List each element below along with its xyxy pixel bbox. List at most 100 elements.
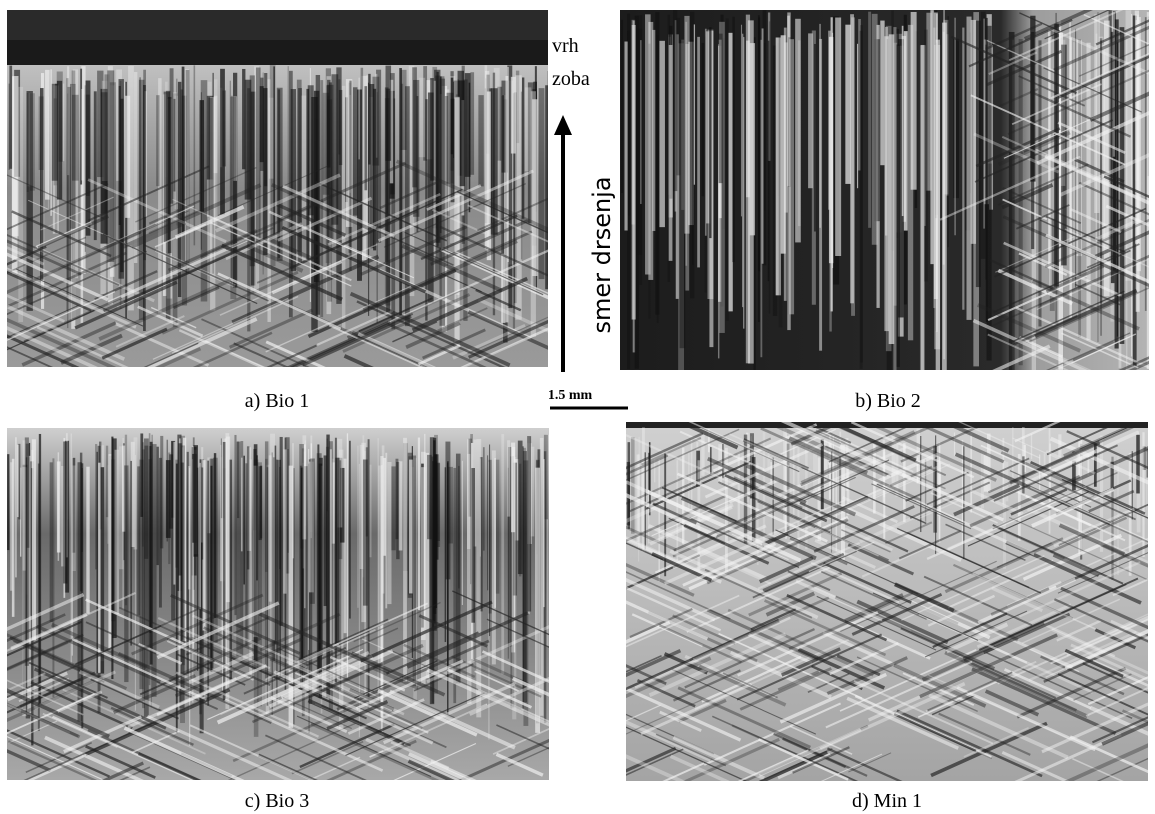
texture	[310, 458, 315, 603]
texture	[833, 450, 834, 481]
texture	[543, 459, 545, 607]
panel-caption: a) Bio 1	[245, 390, 309, 412]
texture	[186, 70, 190, 274]
texture	[17, 445, 19, 517]
texture	[111, 437, 113, 679]
texture	[167, 440, 168, 542]
texture	[98, 463, 100, 673]
texture	[808, 33, 813, 188]
texture	[139, 80, 145, 320]
texture	[1018, 454, 1021, 541]
texture	[741, 25, 742, 217]
texture	[100, 467, 104, 673]
texture	[368, 74, 370, 165]
texture	[48, 96, 49, 208]
texture	[287, 449, 289, 553]
texture	[467, 454, 470, 549]
direction-label: smer drsenja	[588, 176, 616, 333]
texture	[948, 16, 949, 247]
texture	[889, 34, 895, 344]
texture	[934, 13, 938, 300]
texture	[200, 463, 201, 609]
texture	[124, 82, 125, 195]
texture	[387, 462, 391, 604]
texture	[829, 36, 831, 331]
texture	[159, 458, 162, 608]
texture	[967, 17, 972, 320]
texture	[157, 447, 159, 565]
texture	[72, 465, 75, 571]
texture	[57, 461, 61, 552]
texture	[908, 25, 913, 340]
texture	[789, 39, 794, 314]
texture	[669, 45, 673, 261]
texture	[705, 29, 707, 236]
texture	[743, 37, 744, 329]
texture	[230, 460, 232, 683]
texture	[292, 443, 294, 558]
texture	[95, 444, 97, 569]
texture	[349, 441, 351, 619]
texture	[832, 33, 833, 268]
texture	[399, 461, 403, 550]
texture	[639, 15, 642, 285]
texture	[130, 461, 132, 646]
texture	[769, 21, 770, 313]
texture	[15, 437, 16, 577]
texture	[942, 23, 947, 380]
texture	[39, 434, 41, 703]
texture	[920, 45, 924, 391]
texture	[986, 18, 988, 322]
texture	[291, 89, 296, 271]
texture	[819, 39, 822, 351]
texture	[7, 454, 9, 550]
texture	[487, 455, 488, 590]
texture	[173, 99, 175, 192]
texture	[124, 465, 128, 682]
texture	[409, 460, 413, 594]
texture	[385, 453, 387, 609]
texture	[657, 36, 659, 323]
texture	[684, 16, 689, 234]
texture	[1019, 39, 1023, 365]
texture	[81, 89, 84, 181]
texture	[507, 440, 510, 516]
texture	[189, 468, 190, 746]
texture	[531, 91, 536, 336]
texture	[421, 467, 426, 684]
texture	[673, 10, 677, 191]
texture	[709, 27, 711, 238]
texture	[1113, 12, 1115, 157]
texture	[194, 65, 196, 245]
texture	[241, 458, 243, 552]
texture	[368, 439, 370, 707]
texture	[336, 67, 341, 304]
texture	[265, 459, 268, 572]
texture	[106, 446, 108, 517]
texture	[357, 446, 358, 608]
texture	[72, 95, 79, 181]
texture	[953, 39, 959, 198]
texture	[480, 459, 481, 557]
texture	[511, 77, 516, 154]
texture	[447, 93, 454, 184]
texture	[458, 466, 459, 588]
texture	[783, 428, 785, 522]
texture	[624, 42, 627, 231]
texture	[353, 87, 358, 215]
texture	[369, 465, 371, 558]
texture	[418, 438, 420, 611]
photo-panel	[555, 386, 1155, 812]
texture	[208, 98, 212, 218]
texture	[142, 442, 143, 546]
texture	[427, 455, 432, 539]
texture	[1145, 17, 1147, 311]
texture	[632, 25, 636, 320]
texture	[880, 21, 884, 166]
texture	[545, 85, 550, 289]
texture	[50, 69, 52, 216]
texture	[137, 466, 140, 615]
texture	[242, 69, 245, 169]
texture	[857, 44, 858, 188]
texture	[860, 25, 863, 362]
